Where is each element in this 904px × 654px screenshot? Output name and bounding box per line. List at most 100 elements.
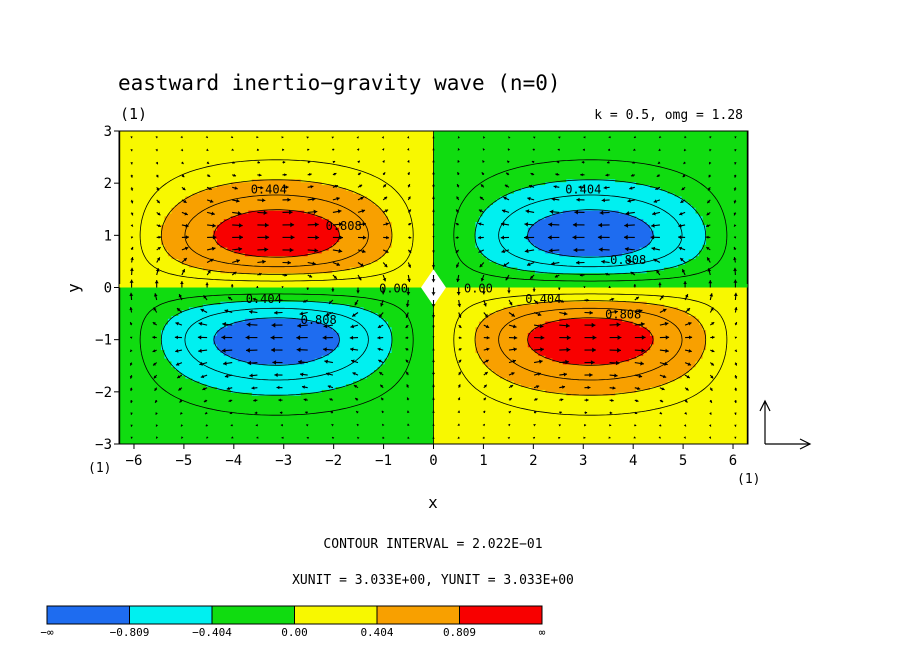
vector-arrow	[202, 387, 208, 391]
vector-arrow	[130, 162, 133, 165]
field-cell	[688, 370, 748, 374]
vector-arrow	[271, 322, 283, 328]
vector-arrow	[153, 293, 158, 301]
vector-arrow	[280, 424, 283, 427]
vector-arrow	[327, 385, 334, 389]
vector-arrow	[549, 209, 560, 214]
vector-arrow	[129, 292, 134, 301]
vector-arrow	[507, 423, 511, 427]
vector-arrow	[156, 199, 161, 204]
vector-arrow	[457, 136, 460, 139]
field-cell	[433, 398, 748, 402]
vector-arrow	[532, 148, 536, 152]
field-cell	[216, 227, 340, 232]
vector-arrow	[706, 211, 711, 216]
field-cell	[119, 133, 435, 138]
field-cell	[531, 224, 651, 229]
field-cell	[164, 352, 225, 357]
field-cell	[384, 213, 435, 217]
vector-arrow	[406, 384, 410, 388]
vector-arrow	[482, 148, 486, 151]
field-cell	[622, 253, 700, 257]
vector-arrow	[431, 275, 436, 283]
vector-arrow	[531, 160, 535, 164]
vector-arrow	[152, 321, 158, 326]
field-cell	[248, 210, 305, 215]
vector-arrow	[155, 136, 158, 139]
field-cell	[433, 333, 477, 337]
vector-arrow	[282, 197, 291, 202]
vector-arrow	[432, 384, 435, 388]
field-cell	[119, 182, 232, 186]
vector-arrow	[580, 173, 585, 177]
field-cell	[433, 438, 748, 442]
vector-arrow	[533, 136, 536, 139]
contour-line	[184, 194, 683, 381]
field-cell	[230, 216, 323, 220]
vector-arrow	[551, 197, 560, 202]
vector-arrow	[678, 211, 686, 216]
field-cell	[667, 190, 748, 195]
vector-arrow	[432, 196, 435, 200]
vector-arrow	[307, 235, 320, 240]
vector-arrow	[558, 436, 561, 440]
field-cell	[332, 301, 435, 306]
field-cell	[545, 321, 634, 326]
field-cell	[475, 244, 536, 249]
vector-arrow	[332, 261, 341, 266]
vector-arrow	[480, 184, 485, 188]
vector-arrow	[623, 234, 635, 240]
field-cell	[433, 167, 748, 172]
vector-arrow	[709, 136, 712, 139]
field-cell	[119, 432, 435, 437]
field-cell	[653, 233, 707, 237]
contour-labels: 0.404 0.808 0.00 0.404 0.808 0.404 0.808 0.00 0.…	[246, 182, 647, 326]
vector-arrow	[582, 148, 585, 152]
vector-arrow	[230, 135, 234, 139]
vector-arrow	[659, 399, 664, 403]
vector-arrow	[659, 308, 667, 313]
field-cell	[538, 324, 641, 328]
vector-arrow	[533, 359, 543, 364]
field-cell	[433, 378, 508, 382]
field-cell	[370, 199, 435, 203]
field-cell	[119, 259, 180, 263]
field-cell	[527, 344, 651, 348]
vector-arrow	[432, 359, 435, 363]
field-cell	[346, 384, 435, 388]
vector-arrow	[156, 246, 162, 251]
vector-arrow	[533, 398, 538, 401]
field-cell	[164, 216, 232, 220]
contour-line	[139, 159, 728, 416]
field-cell	[685, 310, 748, 314]
vector-arrow	[156, 186, 160, 191]
field-cell	[160, 333, 218, 337]
vector-arrow	[382, 436, 385, 440]
field-cell	[433, 204, 491, 209]
field-cell	[433, 165, 748, 169]
field-cell	[220, 301, 333, 306]
vector-arrow	[180, 135, 183, 139]
field-cell	[475, 347, 532, 351]
field-cell	[119, 375, 186, 380]
vector-arrow	[249, 373, 258, 378]
vector-arrow	[256, 436, 259, 439]
vector-arrow	[206, 211, 215, 216]
field-cell	[178, 313, 379, 317]
vector-arrow	[350, 324, 359, 329]
vector-arrow	[683, 281, 687, 288]
field-cell	[332, 244, 393, 249]
field-cell	[492, 202, 690, 206]
field-cell	[119, 210, 173, 215]
field-cell	[702, 216, 748, 220]
vector-arrow	[353, 384, 359, 389]
vector-arrow	[179, 411, 183, 415]
vector-arrow	[232, 198, 240, 203]
vector-arrow	[500, 222, 510, 227]
vector-arrow	[354, 299, 359, 306]
vector-arrow	[584, 310, 593, 315]
vector-arrow	[683, 436, 687, 439]
vector-arrow	[733, 267, 737, 276]
vector-arrow	[232, 161, 235, 164]
field-cell	[119, 136, 435, 141]
